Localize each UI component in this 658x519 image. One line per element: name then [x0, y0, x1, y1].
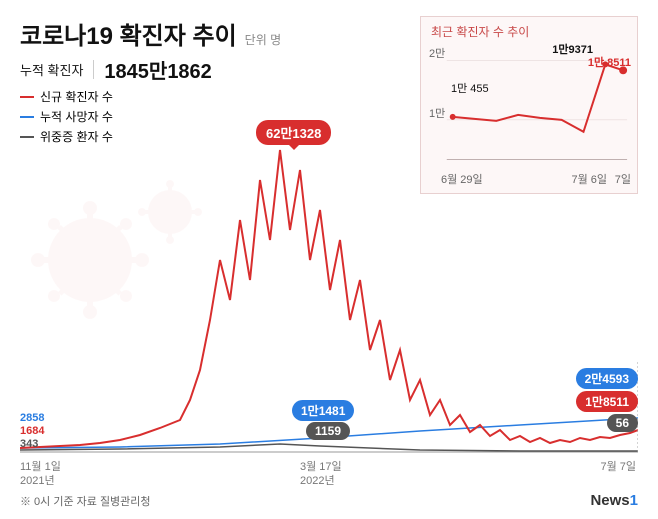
- inset-chart: 최근 확진자 수 추이 2만 1만 1만9371 1만 8511 1만 455 …: [420, 16, 638, 194]
- footer: ※ 0시 기준 자료 질병관리청 News1: [20, 492, 638, 509]
- legend-label: 누적 사망자 수: [40, 108, 113, 125]
- inset-peak-label: 1만9371: [552, 41, 593, 57]
- inset-first-label: 1만 455: [451, 83, 489, 96]
- inset-x-end1: 7월 6일: [571, 171, 607, 187]
- left-axis-severe: 343: [20, 438, 38, 450]
- inset-y-top: 2만: [429, 45, 445, 61]
- inset-last-label: 1만 8511: [588, 57, 631, 70]
- inset-x-start: 6월 29일: [441, 171, 483, 187]
- left-axis-deaths: 2858: [20, 412, 44, 424]
- cumulative-label: 누적 확진자: [20, 60, 94, 79]
- legend-item-new: 신규 확진자 수: [20, 88, 113, 105]
- chart-container: 코로나19 확진자 추이 단위 명 누적 확진자 1845만1862 신규 확진…: [0, 0, 658, 519]
- news-logo: News1: [590, 492, 638, 509]
- legend-swatch: [20, 116, 34, 118]
- end-new-badge: 1만8511: [576, 391, 638, 412]
- unit-label: 단위 명: [245, 31, 281, 48]
- end-severe-badge: 56: [607, 414, 638, 432]
- legend-swatch: [20, 96, 34, 98]
- x-axis-mid-year: 2022년: [300, 472, 335, 488]
- mid-deaths-badge: 1만1481: [292, 400, 354, 421]
- legend-item-deaths: 누적 사망자 수: [20, 108, 113, 125]
- legend-swatch: [20, 136, 34, 138]
- inset-title: 최근 확진자 수 추이: [421, 17, 637, 42]
- peak-badge: 62만1328: [256, 120, 331, 145]
- x-axis-start-year: 2021년: [20, 472, 55, 488]
- chart-title: 코로나19 확진자 추이: [20, 16, 237, 51]
- x-axis-end-date: 7월 7일: [600, 458, 636, 474]
- mid-severe-badge: 1159: [306, 422, 350, 440]
- legend: 신규 확진자 수 누적 사망자 수 위중증 환자 수: [20, 88, 113, 148]
- end-deaths-badge: 2만4593: [576, 368, 638, 389]
- left-axis-new: 1684: [20, 425, 44, 437]
- inset-x-end2: 7일: [615, 171, 631, 187]
- legend-label: 신규 확진자 수: [40, 88, 113, 105]
- inset-y-mid: 1만: [429, 105, 445, 121]
- footer-note: ※ 0시 기준 자료 질병관리청: [20, 493, 151, 509]
- cumulative-value: 1845만1862: [104, 55, 211, 84]
